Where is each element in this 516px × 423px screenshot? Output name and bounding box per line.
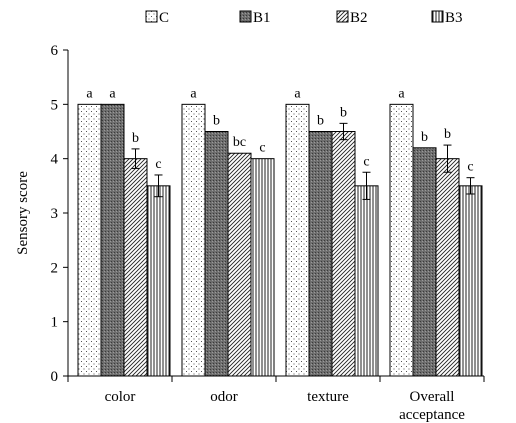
category-label: texture bbox=[307, 389, 349, 405]
bar bbox=[412, 147, 437, 377]
bar bbox=[204, 131, 229, 377]
bar bbox=[285, 103, 310, 377]
y-tick-label: 2 bbox=[51, 260, 59, 276]
significance-label: a bbox=[109, 86, 116, 101]
significance-label: b bbox=[340, 105, 347, 120]
legend-label: C bbox=[159, 10, 169, 26]
y-tick-label: 4 bbox=[51, 152, 59, 168]
category-label: color bbox=[105, 389, 136, 405]
legend-label: B3 bbox=[445, 10, 463, 26]
bar bbox=[123, 158, 148, 377]
legend-label: B1 bbox=[253, 10, 271, 26]
significance-label: b bbox=[132, 131, 139, 146]
bar bbox=[331, 131, 356, 377]
significance-label: c bbox=[363, 154, 369, 169]
bar bbox=[308, 131, 333, 377]
category-label: Overall acceptance bbox=[399, 389, 465, 423]
bar bbox=[250, 158, 275, 377]
bar bbox=[227, 152, 252, 377]
significance-label: c bbox=[467, 160, 473, 175]
significance-label: c bbox=[259, 141, 265, 156]
y-tick-label: 1 bbox=[51, 315, 59, 331]
significance-label: c bbox=[155, 157, 161, 172]
bar bbox=[458, 185, 483, 377]
legend-swatch bbox=[336, 10, 349, 23]
y-tick-label: 0 bbox=[51, 369, 59, 385]
legend-swatch bbox=[431, 10, 444, 23]
legend-swatch bbox=[239, 10, 252, 23]
significance-label: b bbox=[213, 114, 220, 129]
y-tick-label: 5 bbox=[51, 97, 59, 113]
bar bbox=[435, 158, 460, 377]
significance-label: a bbox=[86, 86, 93, 101]
significance-label: b bbox=[444, 127, 451, 142]
significance-label: a bbox=[294, 86, 301, 101]
y-tick-label: 6 bbox=[51, 43, 59, 59]
bar bbox=[181, 103, 206, 377]
legend-swatch bbox=[145, 10, 158, 23]
y-tick-label: 3 bbox=[51, 206, 59, 222]
significance-label: bc bbox=[233, 135, 246, 150]
legend-label: B2 bbox=[350, 10, 368, 26]
y-axis: 0 1 2 3 4 5 6 bbox=[51, 43, 69, 385]
bar bbox=[77, 103, 102, 377]
significance-label: b bbox=[317, 114, 324, 129]
bar bbox=[389, 103, 414, 377]
significance-label: a bbox=[398, 86, 405, 101]
legend: C B1 B2 B3 bbox=[145, 10, 463, 26]
y-axis-title: Sensory score bbox=[15, 171, 31, 255]
category-label: odor bbox=[210, 389, 238, 405]
bar bbox=[100, 103, 125, 377]
significance-label: b bbox=[421, 130, 428, 145]
bar bbox=[354, 185, 379, 377]
x-axis: color odor texture Overall acceptance bbox=[67, 375, 485, 423]
bar bbox=[146, 185, 171, 377]
significance-label: a bbox=[190, 86, 197, 101]
